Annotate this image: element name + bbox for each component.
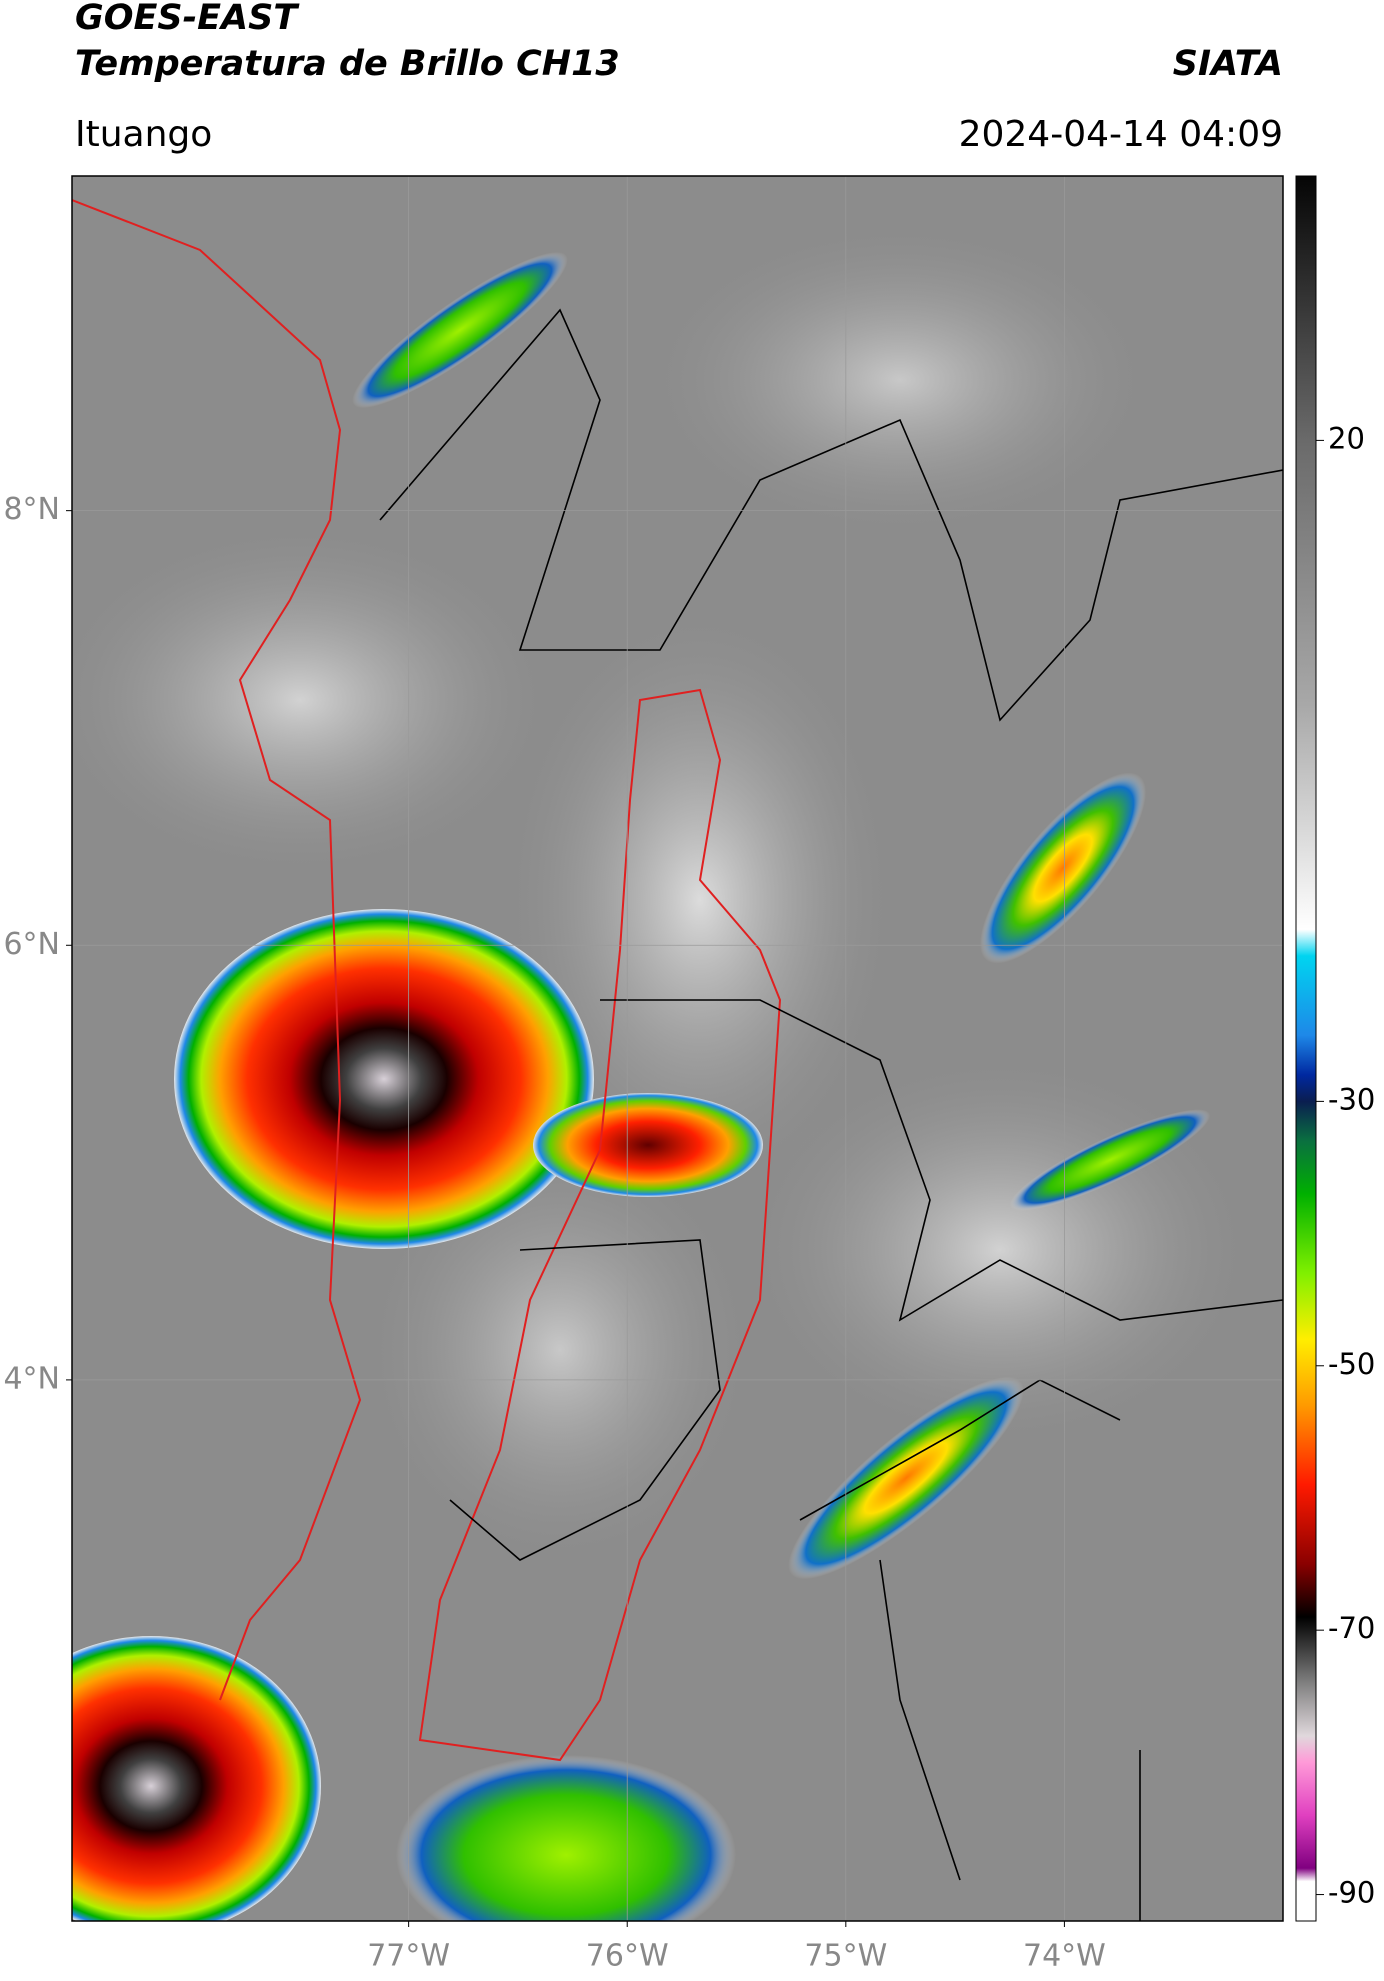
colorbar-tick-label: -90: [1328, 1876, 1375, 1910]
colorbar: [1295, 175, 1317, 1922]
storm: [396, 1755, 736, 1921]
department-borders: [379, 308, 1283, 1921]
location: Ituango: [75, 114, 212, 155]
cloud: [360, 1130, 760, 1570]
colorbar-tick-label: 20: [1328, 421, 1365, 455]
subtitle: Temperatura de Brillo CH13: [75, 44, 620, 84]
lat-tick-label: 8°N: [3, 492, 60, 527]
storm: [1009, 1109, 1211, 1211]
cloud: [500, 600, 900, 1200]
storm: [980, 772, 1146, 964]
lat-tick-label: 4°N: [3, 1361, 60, 1396]
cloud: [72, 520, 560, 880]
title: GOES-EAST: [75, 0, 300, 38]
storm: [72, 1636, 321, 1921]
storm: [174, 909, 594, 1249]
satellite-image: [72, 176, 1283, 1921]
colorbar-tick-label: -30: [1328, 1082, 1375, 1116]
lat-tick-label: 6°N: [3, 927, 60, 962]
lon-tick-label: 77°W: [367, 1939, 450, 1974]
basin-outline: [418, 688, 782, 1762]
storm: [533, 1093, 763, 1197]
datetime: 2024-04-14 04:09: [959, 114, 1283, 155]
colorbar-tick-label: -70: [1328, 1611, 1375, 1645]
lon-tick-label: 76°W: [586, 1939, 669, 1974]
lon-tick-label: 74°W: [1023, 1939, 1106, 1974]
lon-tick-label: 75°W: [804, 1939, 887, 1974]
brand: SIATA: [1173, 44, 1283, 84]
cloud: [640, 220, 1160, 540]
coastline: [72, 199, 362, 1701]
colorbar-tick-label: -50: [1328, 1347, 1375, 1381]
storm: [352, 251, 568, 409]
map-frame: [71, 175, 1284, 1922]
